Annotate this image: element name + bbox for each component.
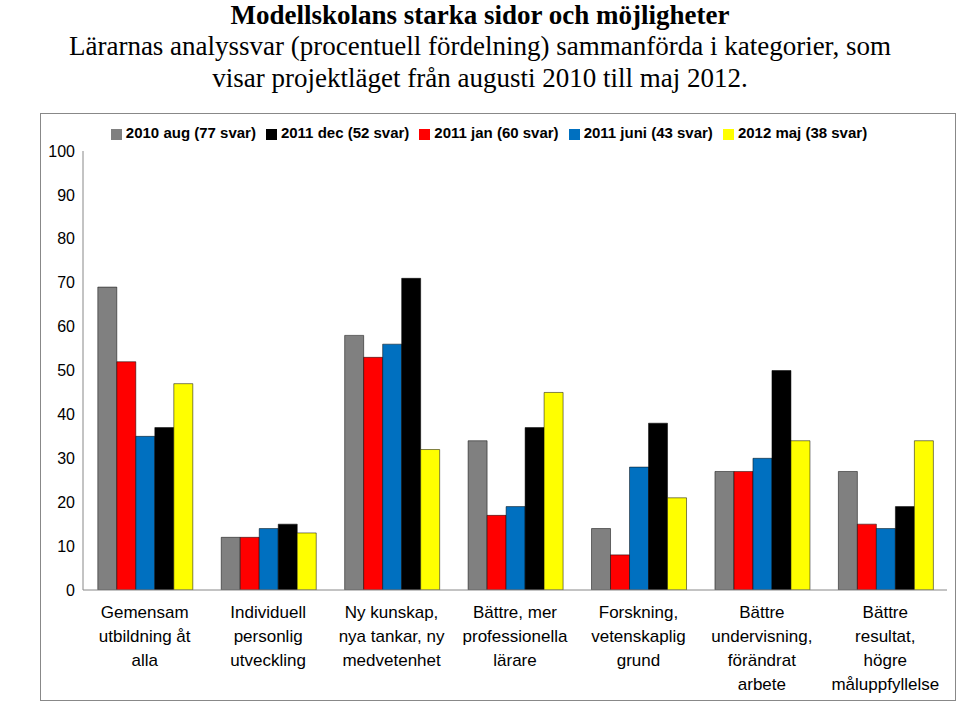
html-text:2012 maj (38 svar): 2012 maj (38 svar)	[737, 124, 868, 141]
svg-text:personlig: personlig	[234, 627, 303, 646]
svg-text:Bättre: Bättre	[739, 603, 784, 622]
svg-text:30: 30	[57, 450, 75, 467]
html-text:2011 juni (43 svar): 2011 juni (43 svar)	[583, 124, 713, 141]
svg-text:60: 60	[57, 318, 75, 335]
svg-text:80: 80	[57, 230, 75, 247]
svg-text:Ny kunskap,: Ny kunskap,	[345, 603, 439, 622]
svg-text:grund: grund	[617, 651, 660, 670]
svg-text:Individuell: Individuell	[230, 603, 306, 622]
svg-text:medvetenhet: medvetenhet	[342, 651, 441, 670]
svg-text:lärare: lärare	[493, 651, 536, 670]
svg-text:utveckling: utveckling	[230, 651, 306, 670]
svg-text:undervisning,: undervisning,	[711, 627, 812, 646]
html-text:Modellskolans starka sidor och: Modellskolans starka sidor och möjlighet…	[230, 0, 730, 30]
svg-text:Bättre, mer: Bättre, mer	[473, 603, 557, 622]
svg-text:Bättre: Bättre	[863, 603, 908, 622]
html-text:2011 jan (60 svar): 2011 jan (60 svar)	[434, 124, 559, 141]
svg-text:Forskning,: Forskning,	[599, 603, 678, 622]
svg-text:nya tankar, ny: nya tankar, ny	[339, 627, 445, 646]
svg-text:alla: alla	[131, 651, 158, 670]
html-text:Lärarnas analyssvar (procentue: Lärarnas analyssvar (procentuell fördeln…	[68, 31, 891, 93]
svg-text:10: 10	[57, 538, 75, 555]
svg-text:50: 50	[57, 362, 75, 379]
svg-text:40: 40	[57, 406, 75, 423]
html-text:2011 dec (52 svar): 2011 dec (52 svar)	[280, 124, 410, 141]
svg-text:arbete: arbete	[738, 675, 786, 694]
svg-text:Gemensam: Gemensam	[101, 603, 189, 622]
svg-text:resultat,: resultat,	[855, 627, 915, 646]
svg-text:förändrat: förändrat	[728, 651, 796, 670]
svg-text:70: 70	[57, 274, 75, 291]
svg-text:0: 0	[66, 582, 75, 599]
svg-text:vetenskaplig: vetenskaplig	[591, 627, 686, 646]
html-text:2010 aug (77 svar): 2010 aug (77 svar)	[125, 124, 256, 141]
svg-text:måluppfyllelse: måluppfyllelse	[831, 675, 939, 694]
svg-text:90: 90	[57, 187, 75, 204]
svg-text:högre: högre	[864, 651, 907, 670]
svg-text:20: 20	[57, 494, 75, 511]
svg-text:100: 100	[48, 143, 75, 160]
svg-text:professionella: professionella	[463, 627, 568, 646]
svg-text:utbildning åt: utbildning åt	[99, 627, 191, 646]
